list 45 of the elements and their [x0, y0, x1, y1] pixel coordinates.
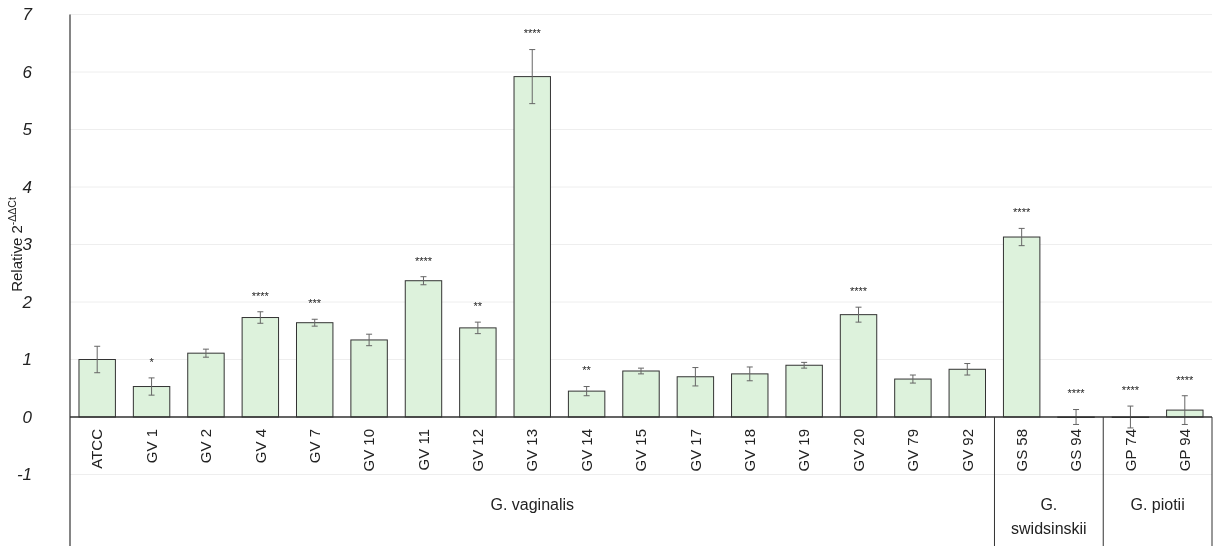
x-tick-label: GV 18	[741, 429, 759, 472]
x-tick-label: GV 14	[577, 429, 595, 472]
x-tick-label: GV 15	[632, 429, 650, 472]
annotation: ****	[849, 285, 868, 298]
annotation: **	[582, 364, 592, 377]
x-tick-label: GV 12	[469, 429, 487, 472]
y-tick-label: 4	[22, 177, 32, 197]
annotation: G. vaginalis	[490, 496, 575, 513]
x-tick-label: GV 11	[414, 429, 432, 471]
x-tick-label: GS 94	[1067, 429, 1085, 472]
y-tick-label: 3	[22, 235, 33, 255]
annotation: ****	[1176, 373, 1195, 386]
x-tick-label: GV 13	[523, 429, 541, 472]
y-tick-label: 1	[22, 350, 32, 370]
annotation: ****	[414, 254, 433, 267]
x-tick-label: GS 58	[1012, 429, 1030, 472]
annotation: ****	[1067, 387, 1086, 400]
x-tick-label: GV 10	[360, 429, 378, 472]
x-tick-label: GV 92	[958, 429, 976, 472]
x-tick-label: GP 74	[1121, 429, 1139, 472]
x-tick-label: ATCC	[88, 428, 106, 469]
y-tick-label: 0	[22, 407, 33, 427]
x-tick-label: GV 2	[197, 429, 215, 464]
annotation: **	[473, 299, 483, 312]
y-tick-label: 5	[22, 120, 33, 140]
y-tick-label: 7	[22, 5, 33, 25]
x-tick-label: GV 17	[686, 429, 704, 472]
x-tick-label: GV 79	[904, 429, 922, 472]
x-tick-label: GV 20	[849, 429, 867, 472]
annotation: ****	[1121, 383, 1140, 396]
x-tick-label: GP 94	[1176, 429, 1194, 472]
x-tick-label: GV 7	[305, 429, 323, 464]
annotation: ****	[523, 27, 542, 40]
annotation: ***	[308, 297, 322, 310]
y-tick-label: 2	[21, 292, 33, 312]
annotation: G. piotii	[1130, 496, 1185, 513]
annotation: ****	[1013, 206, 1031, 219]
x-tick-label: GV 1	[142, 429, 160, 464]
annotation: ****	[251, 289, 270, 302]
annotation: G. swidsinskii	[1011, 496, 1087, 537]
y-tick-label: 6	[22, 62, 33, 82]
x-tick-label: GV 4	[251, 429, 269, 464]
y-tick-label: -1	[16, 465, 32, 485]
x-tick-label: GV 19	[795, 429, 813, 472]
annotation: *	[149, 355, 155, 368]
